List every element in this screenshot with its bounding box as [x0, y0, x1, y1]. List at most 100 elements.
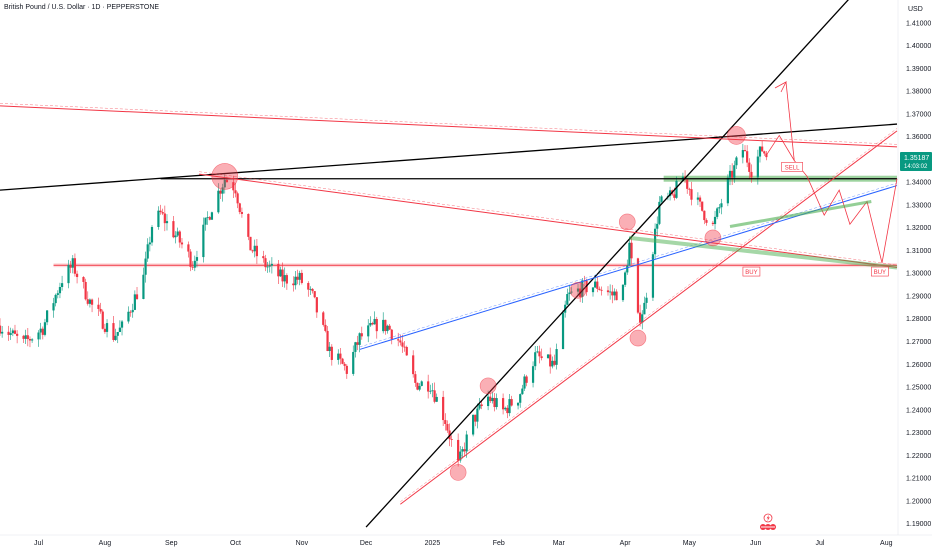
candle	[285, 273, 288, 290]
candle	[358, 332, 361, 353]
candle	[568, 284, 571, 301]
signal-tag-buy[interactable]: BUY	[742, 266, 761, 277]
candle	[726, 174, 729, 207]
pivot-circle-marker[interactable]	[569, 281, 587, 299]
candle	[596, 276, 599, 293]
time-axis[interactable]	[0, 535, 932, 550]
pivot-circle-marker[interactable]	[704, 229, 722, 247]
y-tick-label: 1.29000	[906, 293, 931, 300]
lightning-icon[interactable]	[763, 513, 773, 523]
candle	[367, 319, 370, 343]
candle	[22, 334, 25, 343]
pivot-circle-marker[interactable]	[449, 464, 467, 481]
candle	[31, 338, 34, 343]
candle	[741, 143, 744, 164]
candle	[561, 310, 565, 350]
pivot-circle-marker[interactable]	[727, 126, 746, 145]
candle	[598, 286, 601, 291]
candle	[534, 345, 537, 371]
y-tick-label: 1.26000	[906, 362, 931, 369]
candle	[476, 403, 479, 429]
candle	[546, 354, 550, 359]
x-tick-label: Aug	[880, 540, 893, 547]
candle	[116, 331, 119, 344]
x-tick-label: Jun	[750, 540, 761, 547]
candle	[311, 288, 314, 294]
candle	[384, 319, 387, 335]
candle	[728, 164, 732, 186]
black-trendline[interactable]	[0, 123, 898, 191]
candle	[480, 400, 483, 410]
candle	[16, 330, 19, 344]
us-flag-icon[interactable]	[760, 524, 776, 530]
pivot-circle-marker[interactable]	[211, 163, 239, 190]
y-tick-label: 1.20000	[906, 498, 931, 505]
pivot-circle-marker[interactable]	[479, 377, 497, 395]
candle	[465, 430, 468, 458]
candle	[701, 201, 704, 212]
signal-tag-buy[interactable]: BUY	[871, 266, 889, 277]
candle	[172, 215, 175, 239]
pivot-circle-marker[interactable]	[618, 213, 636, 231]
x-tick-label: Jul	[815, 540, 824, 547]
price-axis[interactable]	[898, 0, 932, 550]
candle	[731, 163, 734, 186]
candle	[187, 241, 190, 258]
candle	[645, 292, 648, 309]
candle	[206, 211, 209, 225]
pivot-circle-marker[interactable]	[629, 329, 647, 347]
candle	[352, 345, 355, 376]
y-tick-label: 1.34000	[906, 180, 931, 187]
red-trendline[interactable]	[0, 105, 898, 148]
candle	[307, 281, 310, 297]
candle	[161, 208, 164, 216]
candle	[255, 238, 258, 264]
candle	[148, 236, 151, 252]
candle	[1, 326, 4, 338]
candle	[356, 335, 359, 351]
candle	[294, 271, 297, 290]
candle	[191, 261, 194, 271]
signal-tag-sell[interactable]: SELL	[781, 162, 803, 172]
candle	[142, 267, 145, 300]
candle	[146, 238, 149, 262]
candle	[97, 297, 100, 317]
y-tick-label: 1.22000	[906, 453, 931, 460]
candle	[531, 361, 535, 388]
y-tick-label: 1.28000	[906, 316, 931, 323]
projection-zigzag[interactable]	[766, 134, 898, 264]
candle	[429, 384, 432, 395]
candle	[459, 446, 462, 463]
candle	[281, 262, 284, 288]
red-trendline[interactable]	[400, 130, 898, 505]
red-trendline[interactable]	[199, 173, 898, 268]
candle	[495, 393, 498, 410]
candle	[118, 320, 121, 333]
candle	[326, 325, 329, 352]
candle	[442, 390, 445, 427]
candle	[253, 239, 256, 258]
candle	[277, 260, 280, 284]
green-rising-band	[729, 200, 872, 228]
candle	[84, 278, 87, 301]
candle	[28, 336, 32, 348]
candle	[763, 150, 766, 156]
last-price-tag[interactable]: 1.35187 14:03:02	[900, 152, 932, 171]
last-price-value: 1.35187	[904, 155, 929, 162]
candle	[360, 326, 363, 340]
candle	[504, 406, 507, 411]
candle	[266, 262, 269, 273]
candle	[69, 260, 72, 274]
x-tick-label: Oct	[230, 540, 241, 547]
signal-tag-label: BUY	[745, 270, 757, 276]
candle	[405, 345, 408, 356]
candle	[538, 345, 541, 364]
candle	[386, 324, 389, 334]
candle	[174, 231, 177, 244]
y-axis-ticks: 1.19000 1.20000 1.21000 1.22000 1.23000 1.240…	[906, 20, 931, 528]
candle	[688, 187, 691, 196]
candle	[195, 250, 199, 268]
candle	[105, 319, 109, 338]
candle	[133, 290, 136, 311]
